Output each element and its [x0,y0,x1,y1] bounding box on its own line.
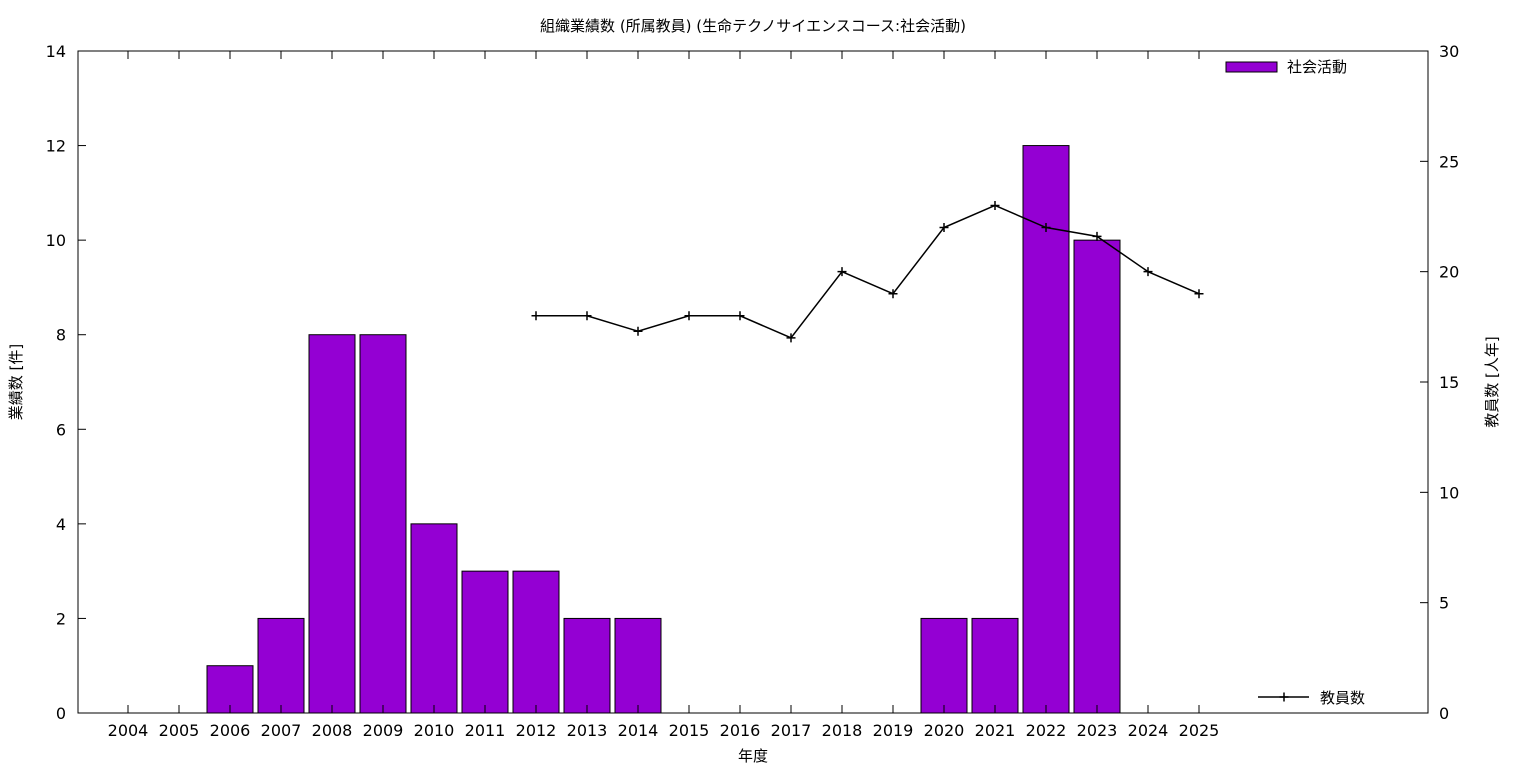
bar-2010 [410,523,458,714]
x-tick-label: 2023 [1077,721,1118,740]
y2-tick-label: 25 [1439,152,1459,171]
y-tick-label: 14 [46,42,66,61]
x-tick-label: 2019 [873,721,914,740]
y-axis-label: 業績数 [件] [7,344,25,420]
x-tick-label: 2024 [1128,721,1169,740]
x-tick-label: 2012 [516,721,557,740]
y2-axis-label: 教員数 [人年] [1483,336,1501,427]
x-tick-label: 2004 [108,721,149,740]
x-tick-label: 2017 [771,721,812,740]
y-tick-label: 0 [56,704,66,723]
x-tick-label: 2025 [1179,721,1220,740]
bar-2020 [920,617,968,714]
x-tick-label: 2007 [261,721,302,740]
y2-tick-label: 10 [1439,483,1459,502]
point-2016 [735,311,745,321]
point-2013 [582,311,592,321]
x-tick-label: 2020 [924,721,965,740]
point-2022 [1041,223,1051,233]
y-tick-label: 2 [56,609,66,628]
point-2023 [1092,231,1102,241]
legend-swatch-social-activity [1225,61,1278,73]
y2-tick-label: 15 [1439,373,1459,392]
point-2025 [1194,289,1204,299]
line-series [531,200,1204,343]
legend-label-faculty-count: 教員数 [1320,689,1365,707]
x-tick-label: 2013 [567,721,608,740]
point-2015 [684,311,694,321]
x-tick-label: 2008 [312,721,353,740]
point-2012 [531,311,541,321]
bar-2014 [614,617,662,714]
y-tick-label: 8 [56,326,66,345]
y2-tick-label: 20 [1439,263,1459,282]
point-2024 [1143,267,1153,277]
y2-tick-label: 30 [1439,42,1459,61]
y2-tick-label: 5 [1439,594,1449,613]
bar-2011 [461,570,509,714]
x-tick-label: 2006 [210,721,251,740]
plot-frame [77,50,1429,714]
bar-series [206,145,1121,714]
x-tick-label: 2010 [414,721,455,740]
x-tick-label: 2011 [465,721,506,740]
y-tick-label: 6 [56,420,66,439]
point-2017 [786,333,796,343]
faculty-count-line [536,204,1200,339]
x-tick-label: 2005 [159,721,200,740]
y-tick-label: 12 [46,137,66,156]
point-2020 [939,223,949,233]
legend: 社会活動 教員数 [1225,58,1365,707]
bar-2022 [1022,145,1070,714]
x-axis-label: 年度 [738,747,768,765]
bar-2013 [563,617,611,714]
bar-2009 [359,334,407,714]
bar-2021 [971,617,1019,714]
x-tick-label: 2022 [1026,721,1067,740]
bar-2023 [1073,239,1121,714]
point-2018 [837,267,847,277]
bar-2008 [308,334,356,714]
y-tick-label: 10 [46,231,66,250]
point-2014 [633,326,643,336]
legend-marker-faculty-count [1279,692,1289,702]
y2-tick-label: 0 [1439,704,1449,723]
x-tick-label: 2009 [363,721,404,740]
point-2021 [990,200,1000,210]
x-tick-label: 2021 [975,721,1016,740]
x-tick-label: 2014 [618,721,659,740]
bar-2007 [257,617,305,714]
y-tick-label: 4 [56,515,66,534]
x-tick-label: 2018 [822,721,863,740]
x-tick-label: 2016 [720,721,761,740]
legend-label-social-activity: 社会活動 [1287,58,1347,76]
x-tick-label: 2015 [669,721,710,740]
bar-2012 [512,570,560,714]
chart-title: 組織業績数 (所属教員) (生命テクノサイエンスコース:社会活動) [540,17,966,35]
point-2019 [888,289,898,299]
